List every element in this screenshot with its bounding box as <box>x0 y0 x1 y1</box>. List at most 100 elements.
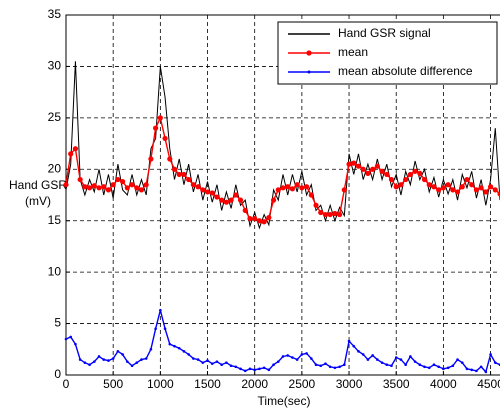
marker <box>407 171 413 178</box>
marker <box>201 361 205 364</box>
marker <box>220 363 223 367</box>
marker <box>380 361 384 364</box>
marker <box>120 179 126 185</box>
marker <box>215 360 219 363</box>
marker <box>126 360 129 363</box>
marker <box>262 366 266 370</box>
marker <box>96 185 102 191</box>
marker <box>319 364 323 368</box>
marker <box>252 216 258 222</box>
marker <box>234 365 238 369</box>
marker <box>72 146 79 152</box>
marker <box>459 184 465 190</box>
y-tick-label: 20 <box>48 161 62 175</box>
y-axis-label: (mV) <box>25 194 51 208</box>
marker <box>413 360 417 363</box>
marker <box>351 160 357 166</box>
marker <box>182 350 186 353</box>
marker <box>237 197 244 203</box>
marker <box>333 366 337 370</box>
marker <box>256 218 263 224</box>
marker <box>289 186 296 192</box>
marker <box>324 362 327 365</box>
marker <box>299 185 305 191</box>
marker <box>219 197 225 203</box>
marker <box>153 125 159 131</box>
marker <box>417 170 423 176</box>
marker <box>192 357 195 360</box>
marker <box>214 194 220 200</box>
marker <box>412 168 418 174</box>
marker <box>272 363 275 367</box>
marker <box>243 369 247 373</box>
marker <box>399 358 403 361</box>
marker <box>370 166 376 172</box>
marker <box>436 187 442 193</box>
marker <box>451 364 455 368</box>
marker <box>338 365 341 369</box>
marker <box>105 187 112 193</box>
marker <box>140 358 143 361</box>
marker <box>445 182 451 188</box>
marker <box>341 187 347 193</box>
marker <box>281 355 285 358</box>
y-axis-label: Hand GSR <box>9 178 67 192</box>
marker <box>248 367 252 371</box>
marker <box>116 350 120 353</box>
marker <box>398 182 404 188</box>
marker <box>69 335 73 339</box>
marker <box>210 362 214 365</box>
marker <box>74 342 77 346</box>
x-tick-label: 1000 <box>147 377 174 391</box>
marker <box>360 166 366 172</box>
marker <box>418 363 422 367</box>
marker <box>286 354 290 357</box>
marker <box>489 353 492 356</box>
x-tick-label: 4000 <box>430 377 457 391</box>
marker <box>487 184 494 190</box>
y-tick-label: 25 <box>48 110 62 124</box>
marker <box>385 363 389 367</box>
marker <box>68 151 74 157</box>
marker <box>223 199 229 205</box>
marker <box>181 171 187 178</box>
marker <box>78 358 82 361</box>
legend <box>277 21 498 85</box>
marker <box>470 368 473 372</box>
marker <box>83 361 87 364</box>
marker <box>101 184 107 190</box>
marker <box>308 192 314 198</box>
marker <box>295 358 299 361</box>
x-tick-label: 3000 <box>336 377 363 391</box>
x-tick-label: 3500 <box>383 377 410 391</box>
marker <box>469 182 475 188</box>
marker <box>347 339 351 343</box>
y-tick-label: 35 <box>48 7 62 21</box>
marker <box>379 168 385 174</box>
marker <box>204 189 211 195</box>
marker <box>159 308 162 312</box>
marker <box>154 327 157 331</box>
y-tick-label: 0 <box>54 367 61 381</box>
marker <box>456 358 459 361</box>
legend-label: Hand GSR signal <box>338 26 431 40</box>
marker <box>195 184 201 190</box>
marker <box>209 190 215 196</box>
marker <box>129 182 135 188</box>
marker <box>280 185 286 191</box>
marker <box>258 367 261 371</box>
marker <box>376 358 379 361</box>
marker <box>176 171 182 178</box>
marker <box>450 187 456 193</box>
marker <box>465 367 469 371</box>
marker <box>403 176 409 183</box>
x-tick-label: 4500 <box>477 377 500 391</box>
marker <box>186 176 192 183</box>
marker <box>102 358 106 361</box>
marker <box>130 364 134 368</box>
marker <box>91 183 97 189</box>
marker <box>384 171 390 178</box>
marker <box>267 368 271 372</box>
marker <box>365 170 371 176</box>
marker <box>121 353 124 356</box>
